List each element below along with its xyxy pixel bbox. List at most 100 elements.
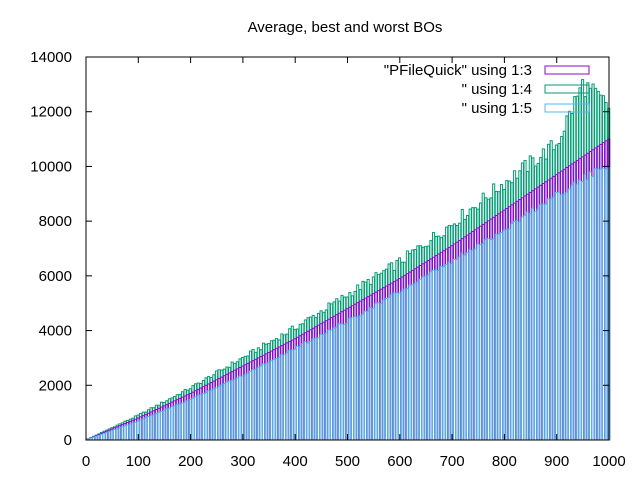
bar-envelope_low-75 [123, 425, 127, 441]
bar-envelope_low-35 [102, 432, 106, 441]
bar-envelope_low-495 [343, 323, 347, 441]
bar-envelope_low-105 [139, 419, 143, 441]
bar-envelope_low-145 [160, 410, 164, 441]
bar-envelope_low-360 [272, 359, 276, 441]
bar-envelope_low-595 [395, 292, 399, 441]
bar-envelope_low-455 [322, 333, 326, 441]
bar-envelope_low-550 [371, 307, 375, 441]
bar-envelope_low-770 [486, 238, 490, 441]
bar-envelope_low-220 [199, 394, 203, 441]
bar-envelope_low-785 [494, 233, 498, 441]
y-tick-label-12000: 12000 [30, 104, 72, 121]
bar-envelope_low-370 [277, 357, 281, 441]
bar-envelope_low-800 [502, 229, 506, 441]
bar-envelope_low-250 [214, 387, 219, 441]
bar-envelope_low-115 [144, 417, 148, 441]
bar-envelope_low-475 [332, 327, 336, 441]
bar-envelope_low-420 [303, 341, 307, 441]
bar-envelope_low-650 [424, 275, 428, 441]
bar-envelope_low-875 [541, 203, 545, 441]
x-tick-label-200: 200 [178, 453, 203, 470]
bar-envelope_low-540 [366, 310, 370, 441]
bar-envelope_low-185 [180, 402, 185, 441]
bar-envelope_low-625 [411, 284, 415, 441]
bar-envelope_low-140 [157, 411, 161, 441]
bar-envelope_low-510 [350, 317, 355, 441]
bar-envelope_low-180 [178, 403, 182, 441]
bar-envelope_low-280 [230, 379, 234, 441]
bar-envelope_low-40 [105, 431, 109, 441]
bar-envelope_low-515 [353, 315, 357, 441]
bar-envelope_low-755 [479, 244, 483, 441]
bar-envelope_low-910 [560, 194, 564, 441]
bar-envelope_low-55 [112, 429, 117, 441]
bar-envelope_low-300 [241, 375, 245, 441]
bar-envelope_low-445 [316, 337, 321, 441]
bar-envelope_low-295 [238, 375, 242, 441]
bar-envelope_low-570 [382, 299, 386, 441]
bar-envelope_low-305 [243, 374, 247, 441]
bar-envelope_low-480 [335, 326, 339, 441]
bar-envelope_low-30 [99, 433, 103, 441]
bar-envelope_low-120 [146, 416, 151, 441]
bar-envelope_low-830 [518, 221, 522, 441]
bar-envelope_low-915 [562, 193, 566, 441]
bar-envelope_low-310 [246, 372, 250, 441]
bar-envelope_low-415 [301, 342, 305, 441]
bar-envelope_low-730 [465, 252, 470, 441]
bar-envelope_low-350 [267, 362, 271, 441]
legend-label-2: " using 1:5 [462, 100, 532, 117]
bar-envelope_low-920 [565, 191, 569, 441]
bar-envelope_low-365 [275, 358, 279, 441]
bar-envelope_low-405 [296, 345, 300, 441]
bar-envelope_low-865 [536, 208, 540, 441]
bar-envelope_low-660 [429, 271, 433, 441]
bar-envelope_low-740 [471, 249, 475, 441]
bar-envelope_low-430 [309, 340, 313, 441]
bar-envelope_low-160 [167, 407, 171, 441]
bar-envelope_low-775 [489, 239, 493, 441]
bar-envelope_low-200 [188, 399, 192, 441]
bar-envelope_low-335 [259, 365, 263, 441]
bar-envelope_low-525 [358, 315, 362, 441]
y-tick-label-4000: 4000 [39, 323, 72, 340]
legend-swatch-1 [544, 84, 590, 94]
bar-envelope_low-490 [340, 323, 344, 441]
bar-envelope_low-235 [207, 390, 211, 441]
bar-envelope_low-665 [431, 269, 436, 441]
y-tick-label-6000: 6000 [39, 268, 72, 285]
bar-envelope_low-485 [337, 323, 341, 441]
bar-envelope_low-710 [455, 258, 459, 441]
bar-envelope_low-640 [418, 278, 423, 441]
bar-envelope_low-670 [434, 269, 438, 441]
x-tick-label-100: 100 [126, 453, 151, 470]
bar-envelope_low-965 [588, 171, 592, 441]
bar-envelope_low-215 [196, 394, 200, 441]
bar-envelope_low-725 [463, 254, 467, 441]
bar-envelope_low-265 [222, 383, 226, 441]
bar-envelope_low-655 [426, 274, 430, 441]
bar-envelope_low-110 [141, 418, 145, 441]
bar-envelope_low-850 [528, 213, 532, 441]
legend-swatch-0 [544, 65, 590, 75]
bar-envelope_low-465 [327, 329, 331, 441]
bar-envelope_low-605 [400, 290, 404, 441]
bar-envelope_low-315 [248, 370, 253, 441]
bar-envelope_low-170 [173, 405, 177, 441]
bar-envelope_low-330 [256, 367, 260, 441]
bar-envelope_low-190 [183, 401, 187, 441]
bar-envelope_low-355 [269, 360, 273, 441]
bar-envelope_low-175 [175, 404, 179, 441]
bar-envelope_low-955 [583, 174, 587, 441]
bar-envelope_low-715 [458, 256, 462, 441]
bar-envelope_low-505 [348, 317, 352, 441]
bar-envelope_low-230 [204, 392, 208, 441]
bar-envelope_low-460 [324, 332, 328, 441]
bar-envelope_low-555 [374, 302, 378, 441]
bar-envelope_low-685 [442, 266, 446, 441]
bar-envelope_low-635 [416, 281, 420, 441]
y-tick-label-14000: 14000 [30, 49, 72, 66]
bar-envelope_low-240 [209, 390, 213, 441]
bar-envelope_low-375 [280, 354, 284, 441]
bar-envelope_low-50 [110, 430, 114, 441]
